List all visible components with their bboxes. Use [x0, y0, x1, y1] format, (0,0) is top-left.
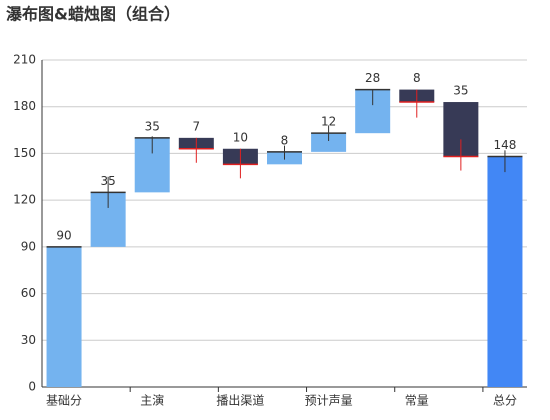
x-tick-label: 播出渠道 [216, 394, 264, 408]
value-label: 8 [281, 133, 289, 147]
y-tick-label: 210 [13, 53, 36, 67]
value-label: 7 [192, 119, 200, 133]
x-tick-label: 主演 [140, 393, 164, 408]
chart-title: 瀑布图&蜡烛图（组合） [6, 5, 180, 24]
value-label: 35 [453, 84, 468, 98]
bar [487, 156, 523, 387]
value-label: 35 [145, 119, 160, 133]
x-tick-label: 总分 [493, 394, 517, 408]
y-tick-label: 60 [21, 286, 36, 300]
y-tick-label: 180 [13, 99, 36, 113]
y-tick-label: 0 [28, 380, 36, 394]
bar [311, 133, 347, 152]
value-label: 8 [413, 71, 421, 85]
y-tick-label: 150 [13, 146, 36, 160]
bar [46, 246, 82, 387]
value-label: 35 [100, 174, 115, 188]
value-label: 148 [494, 138, 517, 152]
value-label: 90 [56, 228, 71, 242]
x-tick-label: 预计声量 [305, 394, 353, 408]
y-tick-label: 30 [21, 333, 36, 347]
y-tick-label: 90 [21, 239, 36, 253]
x-tick-label: 基础分 [46, 394, 82, 408]
y-tick-label: 120 [13, 193, 36, 207]
value-label: 12 [321, 115, 336, 129]
value-label: 10 [233, 130, 248, 144]
x-tick-label: 常量 [405, 394, 429, 408]
value-label: 28 [365, 71, 380, 85]
